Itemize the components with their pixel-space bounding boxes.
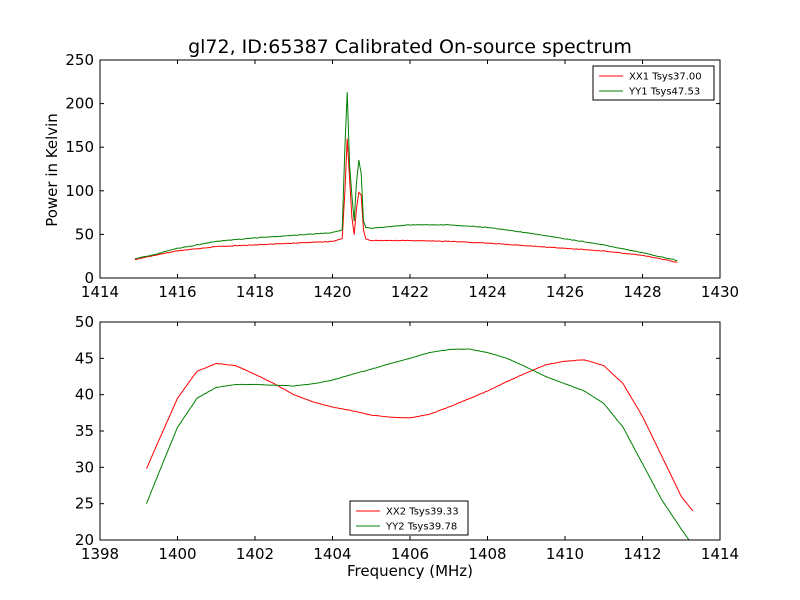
lower-xtick-label: 1414: [701, 545, 739, 563]
upper-legend: XX1 Tsys37.00 YY1 Tsys47.53: [592, 65, 715, 101]
lower-xtick-label: 1410: [546, 545, 584, 563]
lower-ytick-label: 50: [75, 313, 94, 331]
lower-plot: 1398 1400 1402 1404 1406 1408 1410 1412 1414 20 25…: [75, 313, 739, 563]
upper-xtick-label: 1422: [391, 283, 429, 301]
upper-plot-ylabel: Power in Kelvin: [43, 113, 61, 227]
upper-xtick-label: 1424: [468, 283, 506, 301]
lower-series-line-2: [146, 348, 690, 540]
lower-ytick-label: 20: [75, 531, 94, 549]
upper-legend-box: [592, 65, 715, 101]
lower-series-line-1: [146, 359, 694, 512]
lower-xtick-label: 1404: [313, 545, 351, 563]
upper-series-line-1: [134, 138, 678, 263]
lower-legend: XX2 Tsys39.33 YY2 Tsys39.78: [349, 500, 469, 536]
lower-xtick-label: 1406: [391, 545, 429, 563]
lower-ytick-label: 30: [75, 458, 94, 476]
lower-xtick-label: 1408: [468, 545, 506, 563]
lower-xtick-label: 1400: [158, 545, 196, 563]
lower-ytick-label: 40: [75, 386, 94, 404]
lower-xtick-label: 1412: [623, 545, 661, 563]
upper-xtick-label: 1428: [623, 283, 661, 301]
upper-plot: 1414 1416 1418 1420 1422 1424 1426 1428 1430 0 50 1…: [65, 51, 739, 301]
lower-xtick-label: 1398: [81, 545, 119, 563]
upper-xtick-label: 1430: [701, 283, 739, 301]
upper-xtick-label: 1416: [158, 283, 196, 301]
upper-series-line-2: [134, 92, 678, 262]
lower-legend-label-2: YY2 Tsys39.78: [385, 522, 457, 533]
chart-title: gl72, ID:65387 Calibrated On-source spec…: [188, 36, 632, 58]
upper-xtick-label: 1420: [313, 283, 351, 301]
upper-ytick-label: 150: [65, 138, 94, 156]
upper-ytick-label: 250: [65, 51, 94, 69]
upper-xtick-label: 1414: [81, 283, 119, 301]
lower-plot-xlabel: Frequency (MHz): [347, 562, 473, 580]
upper-ytick-label: 0: [84, 269, 94, 287]
upper-legend-label-1: XX1 Tsys37.00: [629, 72, 702, 83]
lower-legend-label-1: XX2 Tsys39.33: [386, 507, 459, 518]
lower-ytick-label: 25: [75, 495, 94, 513]
upper-xtick-label: 1426: [546, 283, 584, 301]
upper-ytick-label: 200: [65, 95, 94, 113]
lower-ytick-label: 35: [75, 422, 94, 440]
upper-ytick-label: 50: [75, 225, 94, 243]
lower-ytick-label: 45: [75, 349, 94, 367]
upper-legend-label-2: YY1 Tsys47.53: [628, 87, 700, 98]
lower-xtick-label: 1402: [236, 545, 274, 563]
upper-xtick-label: 1418: [236, 283, 274, 301]
upper-ytick-label: 100: [65, 182, 94, 200]
lower-legend-box: [349, 500, 469, 536]
